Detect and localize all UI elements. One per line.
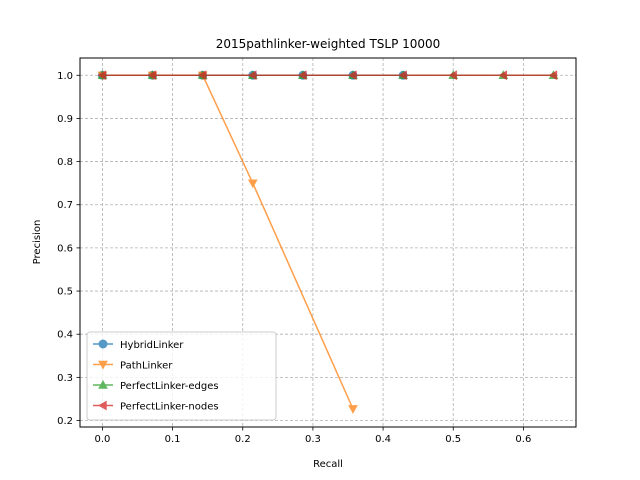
y-tick-label: 0.8: [57, 157, 73, 168]
legend-label: PerfectLinker-nodes: [120, 402, 219, 413]
y-tick-label: 0.5: [57, 287, 73, 298]
series-layer: [97, 70, 559, 414]
data-point: [97, 70, 107, 81]
legend-entry: [93, 339, 113, 349]
legend-marker: [98, 360, 108, 370]
data-point: [398, 70, 407, 81]
data-point: [197, 70, 207, 81]
ticks: 0.0 0.1 0.2 0.3 0.4 0.5 0.6 0.2 0.3 0.4 0.5 0.6 0.7 0…: [57, 71, 531, 445]
legend-marker: [97, 400, 107, 411]
y-axis-label: Precision: [32, 220, 43, 265]
y-tick-label: 0.6: [57, 243, 73, 254]
x-tick-label: 0.6: [515, 434, 531, 445]
legend-label: HybridLinker: [120, 340, 184, 351]
legend-entry: [93, 400, 113, 411]
legend-label: PerfectLinker-edges: [120, 381, 219, 392]
x-tick-label: 0.3: [305, 434, 321, 445]
chart-title: 2015pathlinker-weighted TSLP 10000: [216, 37, 441, 51]
legend: HybridLinker PathLinker PerfectLinker-edge…: [86, 331, 277, 421]
data-point: [147, 70, 157, 81]
x-axis-label: Recall: [313, 459, 343, 470]
y-tick-label: 0.2: [57, 416, 73, 427]
plot-frame: [79, 57, 577, 428]
x-tick-label: 0.2: [235, 434, 251, 445]
data-point: [347, 70, 357, 81]
y-tick-label: 0.3: [57, 373, 73, 384]
x-tick-label: 0.0: [94, 434, 110, 445]
data-point: [247, 179, 258, 189]
x-tick-label: 0.4: [375, 434, 391, 445]
legend-entry: [93, 379, 113, 389]
y-tick-label: 0.4: [57, 330, 73, 341]
data-point: [348, 405, 358, 414]
data-point: [247, 70, 257, 81]
y-tick-label: 0.9: [57, 114, 73, 125]
legend-label: PathLinker: [120, 361, 173, 372]
legend-entry: [93, 360, 113, 370]
y-tick-label: 0.7: [57, 200, 73, 211]
data-point: [297, 70, 307, 81]
data-point: [448, 70, 457, 81]
legend-marker: [98, 339, 108, 349]
series-PerfectLinker-nodes: [97, 70, 558, 81]
x-tick-label: 0.1: [165, 434, 181, 445]
x-tick-label: 0.5: [445, 434, 461, 445]
data-point: [548, 70, 558, 81]
legend-marker: [98, 379, 108, 389]
data-point: [498, 70, 508, 81]
y-tick-label: 1.0: [57, 71, 73, 82]
legend-box: [86, 331, 277, 421]
